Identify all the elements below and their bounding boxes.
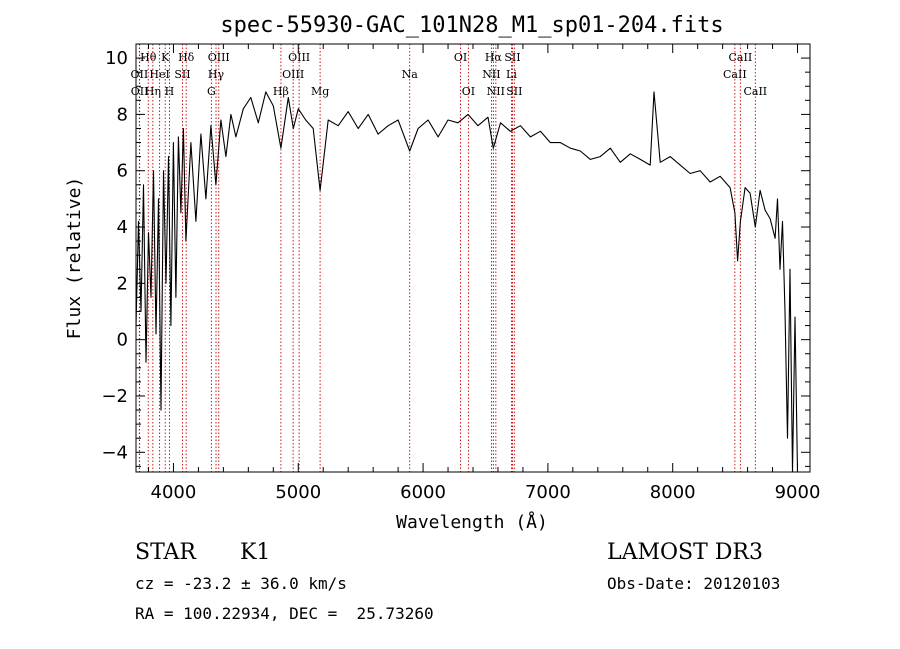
y-tick-label: 2 xyxy=(117,273,128,294)
line-label: CaII xyxy=(743,85,767,98)
object-class: STAR xyxy=(135,540,196,565)
x-tick-label: 7000 xyxy=(525,482,571,503)
y-tick-label: 8 xyxy=(117,104,128,125)
coordinates: RA = 100.22934, DEC = 25.73260 xyxy=(135,604,434,623)
line-label: SII xyxy=(504,51,520,64)
plot-frame xyxy=(135,43,811,473)
spectrum-chart: spec-55930-GAC_101N28_M1_sp01-204.fits H… xyxy=(64,13,821,533)
line-label: OI xyxy=(462,85,475,98)
line-label: OIII xyxy=(282,68,304,81)
line-label-layer: HθOIIOIIHηHeIKHSIIHδGHγOIIIHβOIIIOIIIMgN… xyxy=(131,51,768,98)
line-label: NII xyxy=(487,85,505,98)
line-label: OIII xyxy=(208,51,230,64)
x-tick-label: 5000 xyxy=(275,482,321,503)
y-tick-label: −4 xyxy=(101,442,128,463)
line-label: SII xyxy=(174,68,190,81)
line-label: G xyxy=(207,85,216,98)
redshift-readout: cz = -23.2 ± 36.0 km/s xyxy=(135,574,347,593)
y-axis-label: Flux (relative) xyxy=(64,177,85,340)
line-label: OII xyxy=(131,68,149,81)
y-tick-label: 10 xyxy=(105,48,128,69)
y-tick-label: 4 xyxy=(117,217,128,238)
line-label: Hθ xyxy=(140,51,157,64)
axis-ticks: 4000 5000 6000 7000 8000 9000 −4 −2 0 2 4 6 8 10 xyxy=(101,43,821,503)
y-tick-label: 6 xyxy=(117,161,128,182)
line-label: K xyxy=(161,51,170,64)
object-subclass: K1 xyxy=(240,540,271,565)
y-tick-label: −2 xyxy=(101,386,128,407)
line-label: NII xyxy=(482,68,500,81)
x-tick-label: 9000 xyxy=(775,482,821,503)
line-label: SII xyxy=(506,85,522,98)
obs-date: Obs-Date: 20120103 xyxy=(607,574,781,593)
chart-title: spec-55930-GAC_101N28_M1_sp01-204.fits xyxy=(220,13,723,38)
line-label: OIII xyxy=(288,51,310,64)
x-tick-label: 4000 xyxy=(151,482,197,503)
line-marker-layer xyxy=(138,44,756,472)
line-label: HeI xyxy=(149,68,169,81)
line-label: OI xyxy=(454,51,467,64)
line-label: OII xyxy=(131,85,149,98)
line-label: Hδ xyxy=(178,51,195,64)
line-label: Na xyxy=(402,68,419,81)
line-label: Hα xyxy=(485,51,503,64)
line-label: Hη xyxy=(145,85,161,98)
survey-name: LAMOST DR3 xyxy=(607,540,763,565)
x-axis-label: Wavelength (Å) xyxy=(396,511,548,533)
line-label: CaII xyxy=(729,51,753,64)
line-label: Mg xyxy=(311,85,329,98)
y-tick-label: 0 xyxy=(117,330,128,351)
line-label: H xyxy=(165,85,175,98)
x-tick-label: 8000 xyxy=(650,482,696,503)
x-tick-label: 6000 xyxy=(400,482,446,503)
line-label: CaII xyxy=(723,68,747,81)
line-label: Hβ xyxy=(273,85,289,98)
spectrum-line xyxy=(135,91,799,473)
line-label: Li xyxy=(506,68,517,81)
line-label: Hγ xyxy=(208,68,225,81)
